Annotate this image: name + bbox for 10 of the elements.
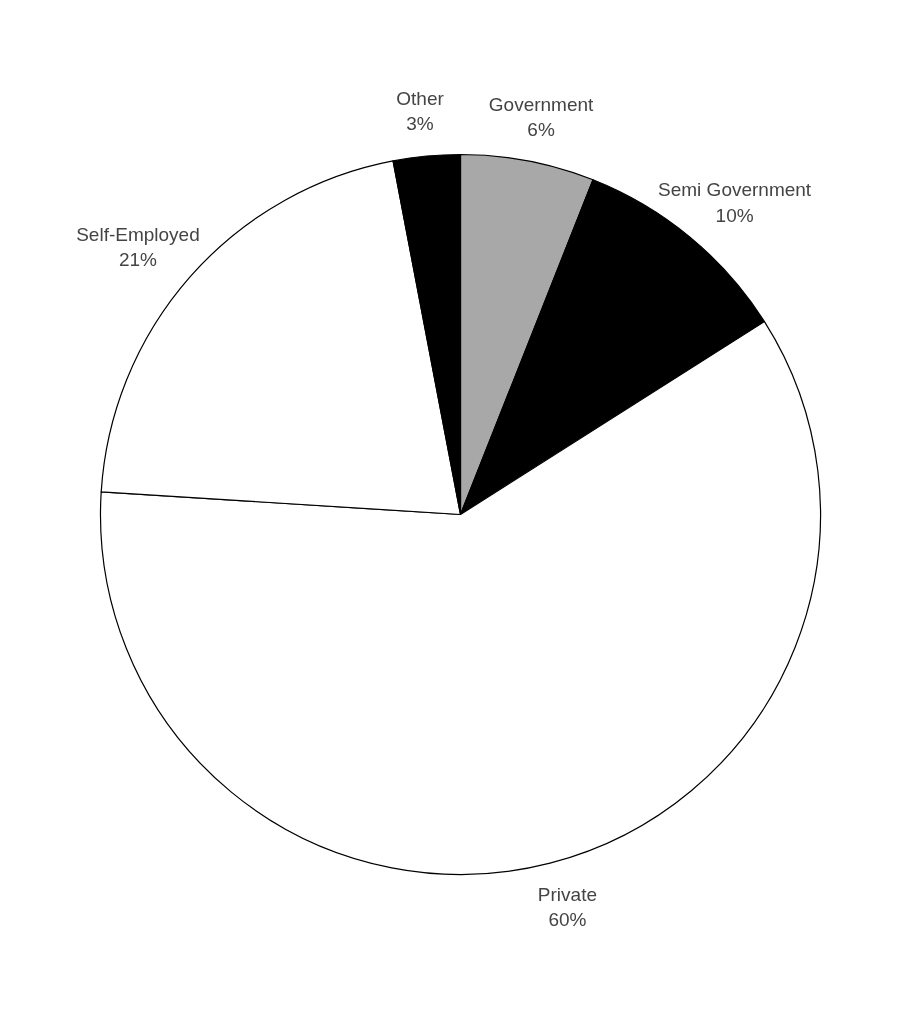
slice-label: Private: [537, 883, 598, 905]
slice-label: Self-Employed: [76, 223, 200, 245]
data-label: 6%: [527, 118, 555, 140]
slice-label: Other: [396, 88, 445, 110]
data-label: 21%: [118, 248, 158, 270]
data-label: 60%: [548, 908, 587, 930]
slice-label: Semi Government: [658, 179, 812, 201]
slice-label: Government: [488, 93, 595, 115]
data-label: 3%: [406, 113, 434, 135]
data-label: 10%: [715, 204, 754, 226]
